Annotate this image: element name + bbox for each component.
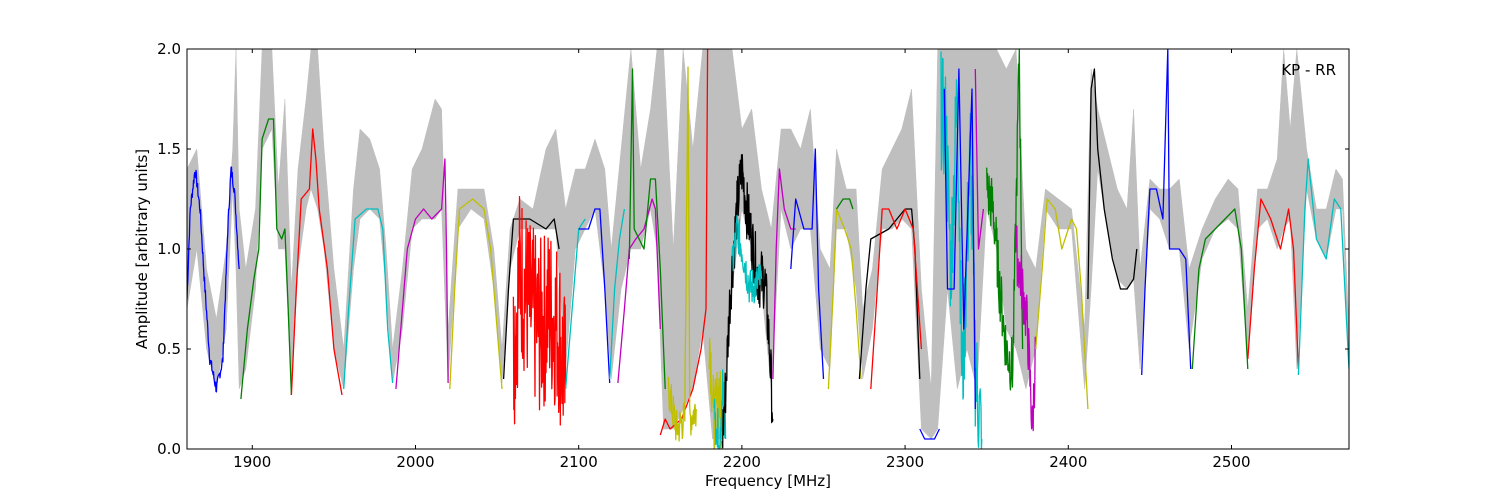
x-tick-label: 2200 [723, 453, 761, 471]
plot-area [187, 49, 1349, 449]
series-band-37 [1297, 158, 1349, 376]
x-tick-label: 2500 [1212, 453, 1250, 471]
series-band-7 [502, 218, 560, 380]
series-band-28 [943, 68, 976, 410]
series-band-1 [187, 166, 240, 393]
x-tick-label: 2000 [396, 453, 434, 471]
series-band-12 [617, 198, 661, 384]
series-band-4 [343, 208, 394, 390]
series-band-32 [1035, 198, 1089, 410]
axes: 1900 2000 2100 2200 2300 2400 2500 0.0 0.5 1.0 1.5… [157, 40, 1349, 471]
series-band-10 [578, 208, 611, 384]
series-band-3 [290, 128, 343, 396]
series-band-8 [512, 195, 567, 426]
series-band-11 [609, 208, 626, 380]
y-tick-label: 0.5 [157, 340, 181, 358]
x-tick-label: 1900 [233, 453, 271, 471]
x-axis-label: Frequency [MHz] [705, 472, 831, 490]
series-band-14 [659, 49, 709, 436]
x-tick-label: 2400 [1049, 453, 1087, 471]
series-band-19 [731, 214, 763, 304]
series-band-9 [564, 218, 586, 390]
y-tick-label: 1.0 [157, 240, 181, 258]
series-band-30 [986, 49, 1024, 391]
series-band-31 [1015, 225, 1037, 432]
y-tick-label: 1.5 [157, 140, 181, 158]
series-band-23 [835, 198, 854, 210]
series-band-17 [713, 369, 727, 449]
y-tick-label: 0.0 [157, 440, 181, 458]
series-band-26 [919, 428, 940, 440]
series-band-29 [974, 68, 985, 250]
series-band-21 [790, 148, 825, 380]
series-band-5 [395, 158, 449, 390]
y-axis-label: Amplitude [arbitrary units] [133, 149, 151, 349]
series-band-34 [1141, 49, 1192, 376]
series-band-33 [1087, 68, 1138, 300]
series-band-16 [708, 337, 723, 449]
series-band-13 [628, 68, 666, 390]
envelope-area [187, 49, 1349, 440]
series-band-18 [721, 153, 774, 449]
series-band-22 [827, 208, 862, 390]
annotation-label: KP - RR [1281, 61, 1336, 79]
y-tick-label: 2.0 [157, 40, 181, 58]
series-band-20 [772, 168, 796, 380]
series-band-2 [240, 118, 293, 400]
series-band-25 [870, 208, 923, 390]
series-band-36 [1247, 198, 1300, 370]
x-tick-label: 2300 [886, 453, 924, 471]
series-band-35 [1191, 208, 1249, 370]
x-tick-label: 2100 [560, 453, 598, 471]
series-band-15 [667, 66, 697, 442]
series-band-6 [449, 198, 503, 390]
